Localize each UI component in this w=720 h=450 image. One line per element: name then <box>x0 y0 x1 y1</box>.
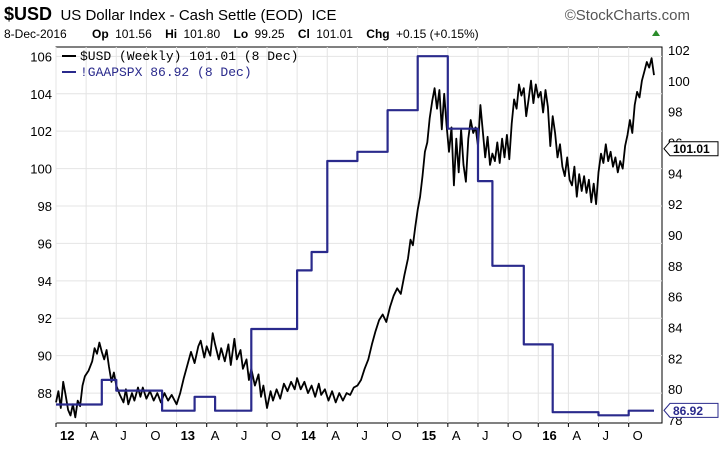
legend-label-gaapspx: !GAAPSPX 86.92 (8 Dec) <box>80 65 252 80</box>
left-tick-label: 106 <box>30 49 52 64</box>
x-tick-label: A <box>90 428 99 443</box>
x-axis: 12 A J O 13 A J O 14 A J O 15 A J O 16 A J O <box>55 423 643 443</box>
legend: $USD (Weekly) 101.01 (8 Dec) !GAAPSPX 86… <box>62 49 298 80</box>
x-tick-label: O <box>271 428 281 443</box>
left-tick-label: 92 <box>38 311 52 326</box>
right-tick-label: 80 <box>668 382 682 397</box>
left-tick-label: 100 <box>30 162 52 177</box>
last-value-gaapspx: 86.92 <box>673 404 703 418</box>
x-tick-label: A <box>211 428 220 443</box>
x-tick-label: O <box>150 428 160 443</box>
x-tick-label: A <box>331 428 340 443</box>
series-line-gaapspx <box>56 55 654 417</box>
right-tick-label: 94 <box>668 166 682 181</box>
legend-label-usd: $USD (Weekly) 101.01 (8 Dec) <box>80 49 298 64</box>
header-exchange: ICE <box>312 7 337 24</box>
hi-label: Hi <box>165 27 177 41</box>
right-tick-label: 88 <box>668 259 682 274</box>
x-tick-label: 12 <box>60 428 74 443</box>
right-tick-label: 82 <box>668 351 682 366</box>
x-tick-label: J <box>120 428 127 443</box>
right-tick-label: 86 <box>668 290 682 305</box>
x-tick-label: J <box>361 428 368 443</box>
x-tick-label: J <box>482 428 489 443</box>
right-axis: 7880828486889092949698100102 <box>668 43 690 428</box>
x-tick-label: A <box>452 428 461 443</box>
plot-area <box>55 46 663 424</box>
last-value-usd: 101.01 <box>673 142 710 156</box>
x-tick-label: 16 <box>542 428 556 443</box>
x-tick-label: J <box>603 428 610 443</box>
x-tick-label: O <box>633 428 643 443</box>
lo-label: Lo <box>234 27 249 41</box>
left-tick-label: 94 <box>38 274 52 289</box>
chg-label: Chg <box>366 27 389 41</box>
last-value-tag-usd: 101.01 <box>663 141 719 157</box>
cl-value: 101.01 <box>316 27 353 41</box>
left-tick-label: 104 <box>30 87 52 102</box>
x-tick-label: 15 <box>422 428 436 443</box>
right-tick-label: 100 <box>668 74 690 89</box>
x-tick-label: 13 <box>181 428 195 443</box>
header-symbol: $USD <box>4 4 52 24</box>
header-date: 8-Dec-2016 <box>4 27 67 41</box>
last-value-tag-usd-shape <box>663 141 719 157</box>
cl-label: Cl <box>298 27 310 41</box>
left-axis: 88 90 92 94 96 98 100 102 104 106 <box>30 49 52 401</box>
left-tick-label: 96 <box>38 236 52 251</box>
header-quote: 8-Dec-2016 Op 101.56 Hi 101.80 Lo 99.25 … <box>4 27 479 41</box>
last-value-tag-gaapspx: 86.92 <box>663 402 719 418</box>
op-label: Op <box>92 27 109 41</box>
right-tick-label: 84 <box>668 320 682 335</box>
left-tick-label: 88 <box>38 386 52 401</box>
x-tick-label: 14 <box>301 428 316 443</box>
up-arrow-icon <box>652 30 660 36</box>
right-tick-label: 90 <box>668 228 682 243</box>
last-value-tag-gaapspx-shape <box>663 402 719 418</box>
x-tick-label: A <box>572 428 581 443</box>
hi-value: 101.80 <box>183 27 220 41</box>
grid <box>55 47 662 423</box>
x-tick-label: O <box>392 428 402 443</box>
right-tick-label: 98 <box>668 105 682 120</box>
left-tick-label: 90 <box>38 349 52 364</box>
right-tick-label: 92 <box>668 197 682 212</box>
left-tick-label: 102 <box>30 124 52 139</box>
series-line-usd <box>55 57 655 419</box>
x-tick-label: J <box>241 428 248 443</box>
brand-text: ©StockCharts.com <box>565 7 690 24</box>
lo-value: 99.25 <box>255 27 285 41</box>
x-tick-label: O <box>512 428 522 443</box>
op-value: 101.56 <box>115 27 152 41</box>
header-name: US Dollar Index - Cash Settle (EOD) <box>60 7 303 24</box>
left-tick-label: 98 <box>38 199 52 214</box>
series-layer <box>55 55 655 419</box>
right-tick-label: 102 <box>668 43 690 58</box>
chg-value: +0.15 (+0.15%) <box>396 27 479 41</box>
header-title: $USD US Dollar Index - Cash Settle (EOD)… <box>4 4 337 24</box>
